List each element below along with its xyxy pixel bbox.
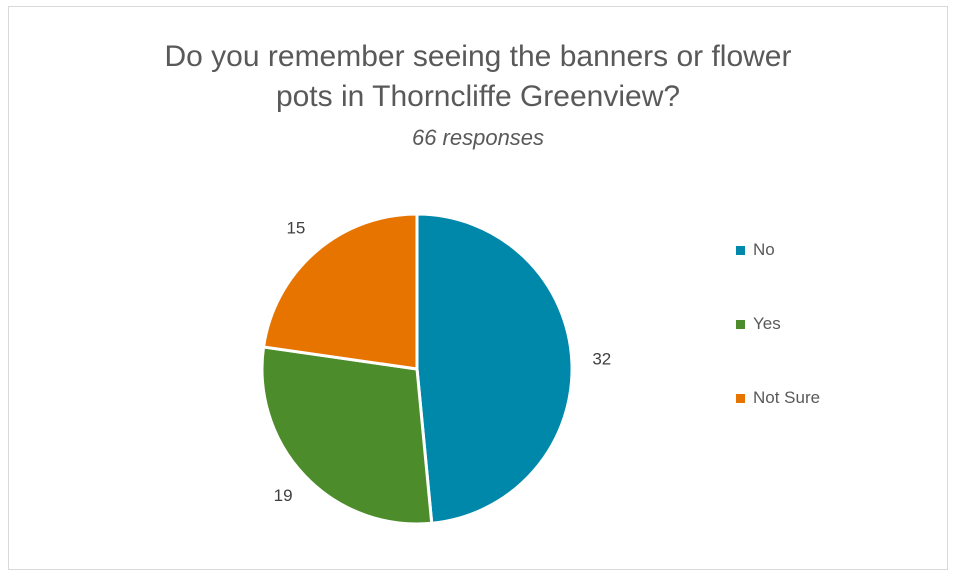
chart-title: Do you remember seeing the banners or fl… [9,37,947,117]
chart-title-line-1: Do you remember seeing the banners or fl… [164,40,792,73]
legend-swatch-yes [736,319,745,329]
legend-swatch-not-sure [736,393,745,403]
pie-slice-no [415,212,574,525]
legend-swatch-no [736,245,745,255]
pie-slice-not-sure [261,212,419,371]
chart-title-line-2: pots in Thorncliffe Greenview? [275,80,681,113]
legend-label-not-sure: Not Sure [753,388,821,407]
data-label-no: 32 [592,350,611,369]
data-label-not-sure: 15 [286,219,305,238]
data-label-yes: 19 [274,486,293,505]
legend-item-yes: Yes [736,312,781,336]
pie-slice-yes [260,345,434,526]
chart-subtitle: 66 responses [411,125,545,150]
pie-data-labels: 32 19 15 [274,219,612,506]
legend-item-no: No [736,238,775,262]
legend-label-no: No [753,240,775,259]
pie-slices [260,212,574,526]
legend-item-not-sure: Not Sure [736,386,820,410]
legend-label-yes: Yes [753,314,781,333]
